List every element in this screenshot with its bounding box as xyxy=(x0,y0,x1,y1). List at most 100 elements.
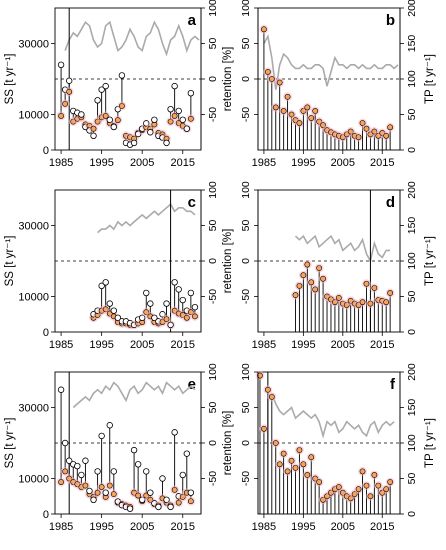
panel-d-retention-line xyxy=(294,234,391,264)
panel-a-ss-point xyxy=(98,86,105,93)
panel-a-ss-point xyxy=(179,116,186,124)
panel-e-retention-tick-label: 50 xyxy=(207,402,219,414)
panel-e-ss-tick-label: 30000 xyxy=(18,403,49,415)
panel-c-ss-point xyxy=(98,282,105,290)
panel-e-tp-point xyxy=(58,479,64,485)
panel-a-x-tick-label: 2015 xyxy=(171,157,195,169)
panel-b-tp-point xyxy=(304,104,311,111)
panel-d-tp-tick-label: 200 xyxy=(406,181,418,199)
panel-a-ss-point xyxy=(147,129,154,136)
panel-c-tp-point xyxy=(183,314,190,321)
panel-c-retention-tick-label: 100 xyxy=(207,181,219,199)
panel-d-tp-point xyxy=(359,299,366,306)
panel-b-tp-point xyxy=(296,120,303,126)
panel-b-tp-point xyxy=(272,104,279,111)
panel-e-ss-point xyxy=(147,489,154,496)
panel-e-retention-line xyxy=(72,381,196,409)
panel-a-tp-point xyxy=(102,113,109,119)
panel-c-ss-point xyxy=(179,296,186,304)
panel-e-tp-point xyxy=(110,491,117,498)
panel-c-label: c xyxy=(188,194,196,211)
panel-f-tp-point xyxy=(316,479,323,485)
panel-f-retention-tick-label: -50 xyxy=(240,471,252,486)
panel-f-tp-point xyxy=(367,493,374,500)
panel-c-ss-point xyxy=(163,300,170,307)
panel-d-tp-tick-label: 0 xyxy=(406,329,418,335)
panel-f-x-tick-label: 2015 xyxy=(370,521,394,533)
panel-c-ss-point xyxy=(151,314,158,321)
panel-f-x-tick-label: 1985 xyxy=(252,521,276,533)
panel-b-retention-tick-label: -50 xyxy=(240,107,252,122)
panel-b-x-tick-label: 2015 xyxy=(370,157,394,169)
panel-f-tp-point xyxy=(383,486,390,493)
panel-b-tp-point xyxy=(355,134,362,141)
panel-e-ss-point xyxy=(106,422,113,429)
panel-a-tp-point xyxy=(66,88,73,95)
panel-e-ss-tick-label: 10000 xyxy=(18,474,49,486)
panel-b-retention-tick-label: 100 xyxy=(240,0,252,17)
panel-d-tp-point xyxy=(292,292,299,298)
panel-f-tp-point xyxy=(308,454,315,461)
panel-a-tp-point xyxy=(114,117,121,124)
panel-d-tp-point xyxy=(296,282,303,289)
panel-a-retention-tick-label: 100 xyxy=(207,0,219,17)
panel-a-x-tick-label: 1995 xyxy=(89,157,113,169)
panel-f-tp-tick-label: 200 xyxy=(406,363,418,381)
panel-e-ss-point xyxy=(94,468,101,475)
panel-c-retention-tick-label: 50 xyxy=(207,220,219,232)
panel-f-tp-point xyxy=(363,482,370,489)
panel-e-tp-point xyxy=(82,482,89,489)
panel-d-tp-point xyxy=(371,285,378,291)
panel-e-ss-axis-label: SS [t yr⁻¹] xyxy=(4,418,16,469)
panel-b-tp-point xyxy=(383,132,390,139)
panel-e-ss-point xyxy=(134,461,142,468)
panel-e-ss-point xyxy=(65,457,73,464)
panel-d-label: d xyxy=(386,194,395,211)
panel-b-x-tick-label: 2005 xyxy=(331,157,355,169)
panel-d-x-tick-label: 1985 xyxy=(252,339,276,351)
panel-a-ss-point xyxy=(151,116,158,124)
panel-a-ss-tick-label: 0 xyxy=(43,145,49,157)
panel-f-tp-point xyxy=(371,472,378,478)
panel-f-tp-point xyxy=(355,486,362,493)
panel-b-tp-point xyxy=(288,111,295,118)
panel-f-tp-tick-label: 100 xyxy=(406,434,418,452)
panel-d-tp-point xyxy=(300,272,307,279)
panel-d-tp-point xyxy=(387,290,394,296)
panel-f-tp-point xyxy=(288,457,295,464)
panel-f-tp-point xyxy=(264,386,271,393)
panel-a-ss-tick-label: 30000 xyxy=(18,39,49,51)
panel-e-tp-point xyxy=(175,499,182,506)
panel-a-tp-point xyxy=(171,113,178,119)
panel-a-ss-axis-label: SS [t yr⁻¹] xyxy=(4,54,16,105)
panel-c-ss-point xyxy=(191,303,199,311)
panel-a-ss-point xyxy=(90,132,97,139)
panel-b-tp-tick-label: 0 xyxy=(406,147,418,153)
panel-b-tp-point xyxy=(284,93,291,100)
panel-d-tp-point xyxy=(367,300,374,307)
panel-c-tp-point xyxy=(163,316,170,323)
panel-e-ss-point xyxy=(130,446,138,454)
panel-c-tp-point xyxy=(192,313,198,320)
panel-c-retention-tick-label: -50 xyxy=(207,289,219,304)
panel-c-x-tick-label: 2005 xyxy=(130,339,154,351)
panel-d-retention-tick-label: 0 xyxy=(240,258,252,264)
panel-e-ss-point xyxy=(74,462,81,470)
panel-f-label: f xyxy=(390,376,396,393)
panel-d-retention-tick-label: 50 xyxy=(240,220,252,232)
panel-e-x-tick-label: 2015 xyxy=(171,521,195,533)
panel-a-ss-point xyxy=(175,107,182,115)
panel-a-ss-point xyxy=(163,139,170,147)
panel-a-tp-point xyxy=(119,103,125,109)
panel-c-ss-tick-label: 30000 xyxy=(18,221,49,233)
panel-b-tp-tick-label: 150 xyxy=(406,35,418,53)
panel-d-tp-point xyxy=(308,279,315,286)
panel-c-ss-point xyxy=(171,279,178,286)
panel-e-retention-tick-label: -50 xyxy=(207,471,219,486)
panel-c-retention-tick-label: 0 xyxy=(207,258,219,264)
panel-e-tp-point xyxy=(94,489,101,496)
panel-e-tp-point xyxy=(171,486,178,493)
panel-a-ss-point xyxy=(106,116,113,124)
